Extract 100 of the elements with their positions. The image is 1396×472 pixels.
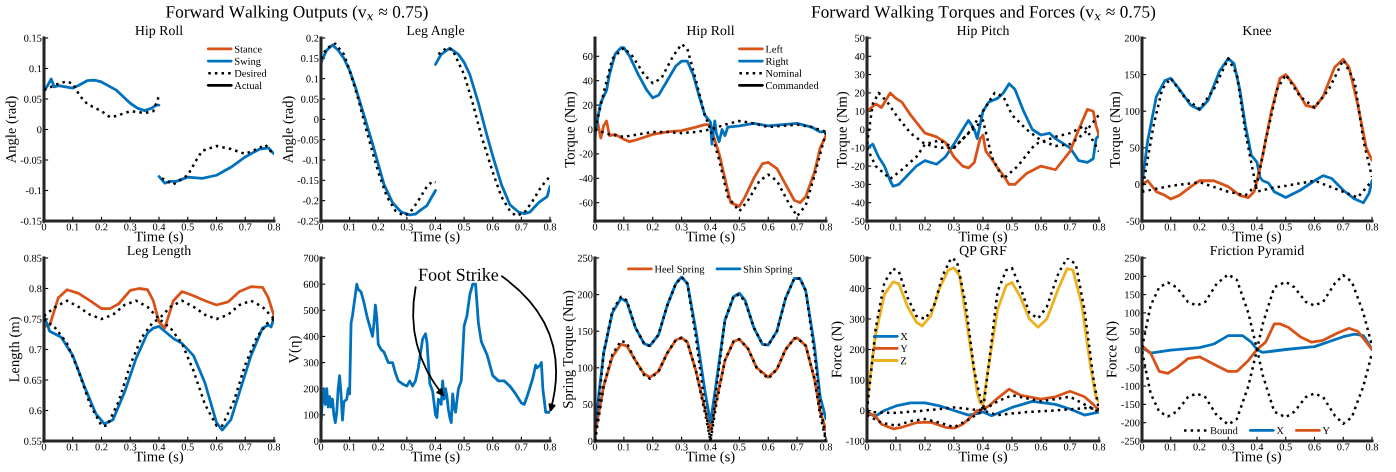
y-tick-label: 100 [1125,309,1140,317]
y-tick-label: 0 [37,126,42,134]
x-tick-label: 0.1 [1164,223,1177,231]
x-tick-label: 0.2 [95,223,108,231]
y-tick-label: 200 [849,346,865,354]
y-tick-label: 50 [583,401,593,409]
y-tick-label: -0.1 [302,156,319,164]
x-tick-label: 0.3 [947,223,961,231]
y-axis-title: Spring Torque (Nm) [562,290,576,408]
x-axis-title: Time (s) [958,231,1008,245]
y-tick-label: -40 [851,199,865,207]
x-tick-label: 0.6 [486,223,499,231]
y-tick-label: 0.15 [24,34,42,42]
x-axis-title: Time (s) [411,451,460,465]
x-tick-label: 0.4 [1250,223,1264,231]
y-axis-title: Length (m) [9,317,23,383]
x-tick-label: 0.8 [543,223,557,231]
y-tick-label: 0.2 [306,34,319,42]
y-tick-label: -0.05 [297,136,319,144]
y-tick-label: 200 [303,385,319,393]
legend-label: Left [765,45,783,53]
y-tick-label: -20 [851,162,865,170]
y-tick-label: 0.1 [306,75,319,83]
x-tick-label: 0.1 [1164,443,1177,451]
x-tick-label: 0.2 [918,223,931,231]
text: Forward Walking Outputs (v$_{x}$ ≈ 0.75) [165,5,428,22]
x-tick-label: 0.8 [1092,443,1106,451]
x-tick-label: 0.1 [66,443,79,451]
x-tick-label: 0.3 [947,443,961,451]
x-tick-label: 0.6 [762,223,775,231]
x-tick-label: 0.2 [95,443,108,451]
x-tick-label: 0.5 [733,223,746,231]
x-tick-label: 0.1 [617,223,630,231]
y-tick-label: 0.1 [29,65,42,73]
y-axis-title: Torque (Nm) [1109,91,1123,168]
x-tick-label: 0.4 [152,223,166,231]
x-tick-label: 0.3 [675,223,688,231]
y-tick-label: 0 [860,126,865,134]
y-tick-label: 0.15 [301,55,319,63]
x-axis-title: Time (s) [134,451,184,465]
x-tick-label: 0.4 [429,223,442,231]
x-tick-label: 0.5 [1279,443,1292,451]
x-axis-title: Time (s) [958,451,1008,465]
x-tick-label: 0.7 [1337,223,1350,231]
y-tick-label: 20 [854,89,865,97]
y-tick-label: 50 [1130,327,1140,335]
legend-label: Stance [235,45,262,53]
y-tick-label: 0.65 [24,376,42,384]
y-tick-label: 50 [1130,144,1140,152]
y-tick-label: 0 [314,437,319,445]
y-axis-title: Torque (Nm) [836,91,850,168]
x-axis-title: Time (s) [1232,231,1282,245]
y-axis-title: Angle (rad) [5,96,19,164]
x-tick-label: 0.6 [1308,443,1321,451]
x-tick-label: 0.8 [1365,443,1379,451]
y-tick-label: 20 [582,101,593,109]
y-tick-label: -10 [851,144,865,152]
y-tick-label: 0.85 [24,254,42,262]
y-tick-label: 200 [577,291,593,299]
y-tick-label: 250 [1124,254,1140,262]
x-tick-label: 0.6 [1034,443,1048,451]
y-tick-label: 100 [304,411,319,419]
y-tick-label: 150 [1125,291,1140,299]
y-tick-label: 0 [588,126,593,134]
legend-label: Z [900,357,907,365]
y-tick-label: 0.05 [301,95,319,103]
y-tick-label: 100 [850,376,865,384]
x-tick-label: 0.8 [267,223,281,231]
x-tick-label: 0.3 [1222,443,1235,451]
x-axis-title: Time (s) [411,231,460,245]
x-tick-label: 0.7 [791,443,804,451]
y-tick-label: -200 [1121,419,1140,427]
y-tick-label: 700 [303,254,319,262]
x-tick-label: 0.1 [889,443,902,451]
y-tick-label: -40 [579,174,593,183]
y-tick-label: 0.7 [29,346,42,354]
y-tick-label: 40 [582,77,593,85]
y-axis-title: V(η) [288,336,302,364]
x-tick-label: 0 [41,223,47,231]
chart-title: Leg Length [127,245,192,258]
y-tick-label: 200 [1124,34,1140,42]
x-tick-label: 0.8 [267,443,281,451]
legend-label: Desired [234,69,267,77]
y-tick-label: 30 [855,71,865,79]
legend-label: Y [1322,427,1330,435]
legend-label: Commanded [765,81,819,90]
chart-title: Friction Pyramid [1210,245,1305,258]
legend-label: Bound [1210,426,1238,435]
x-tick-label: 0.1 [889,223,902,231]
y-axis-title: Force (N) [1106,321,1120,378]
y-tick-label: -100 [1121,382,1140,390]
x-tick-label: 0.3 [675,443,688,451]
y-tick-label: 0 [1135,181,1140,189]
y-tick-label: 10 [855,107,865,115]
legend-label: Shin Spring [743,265,793,275]
x-tick-label: 0.4 [704,443,717,451]
y-tick-label: 150 [1125,71,1140,79]
x-tick-label: 0.1 [66,223,79,231]
y-tick-label: -100 [846,437,865,445]
x-tick-label: 0.4 [152,443,166,451]
